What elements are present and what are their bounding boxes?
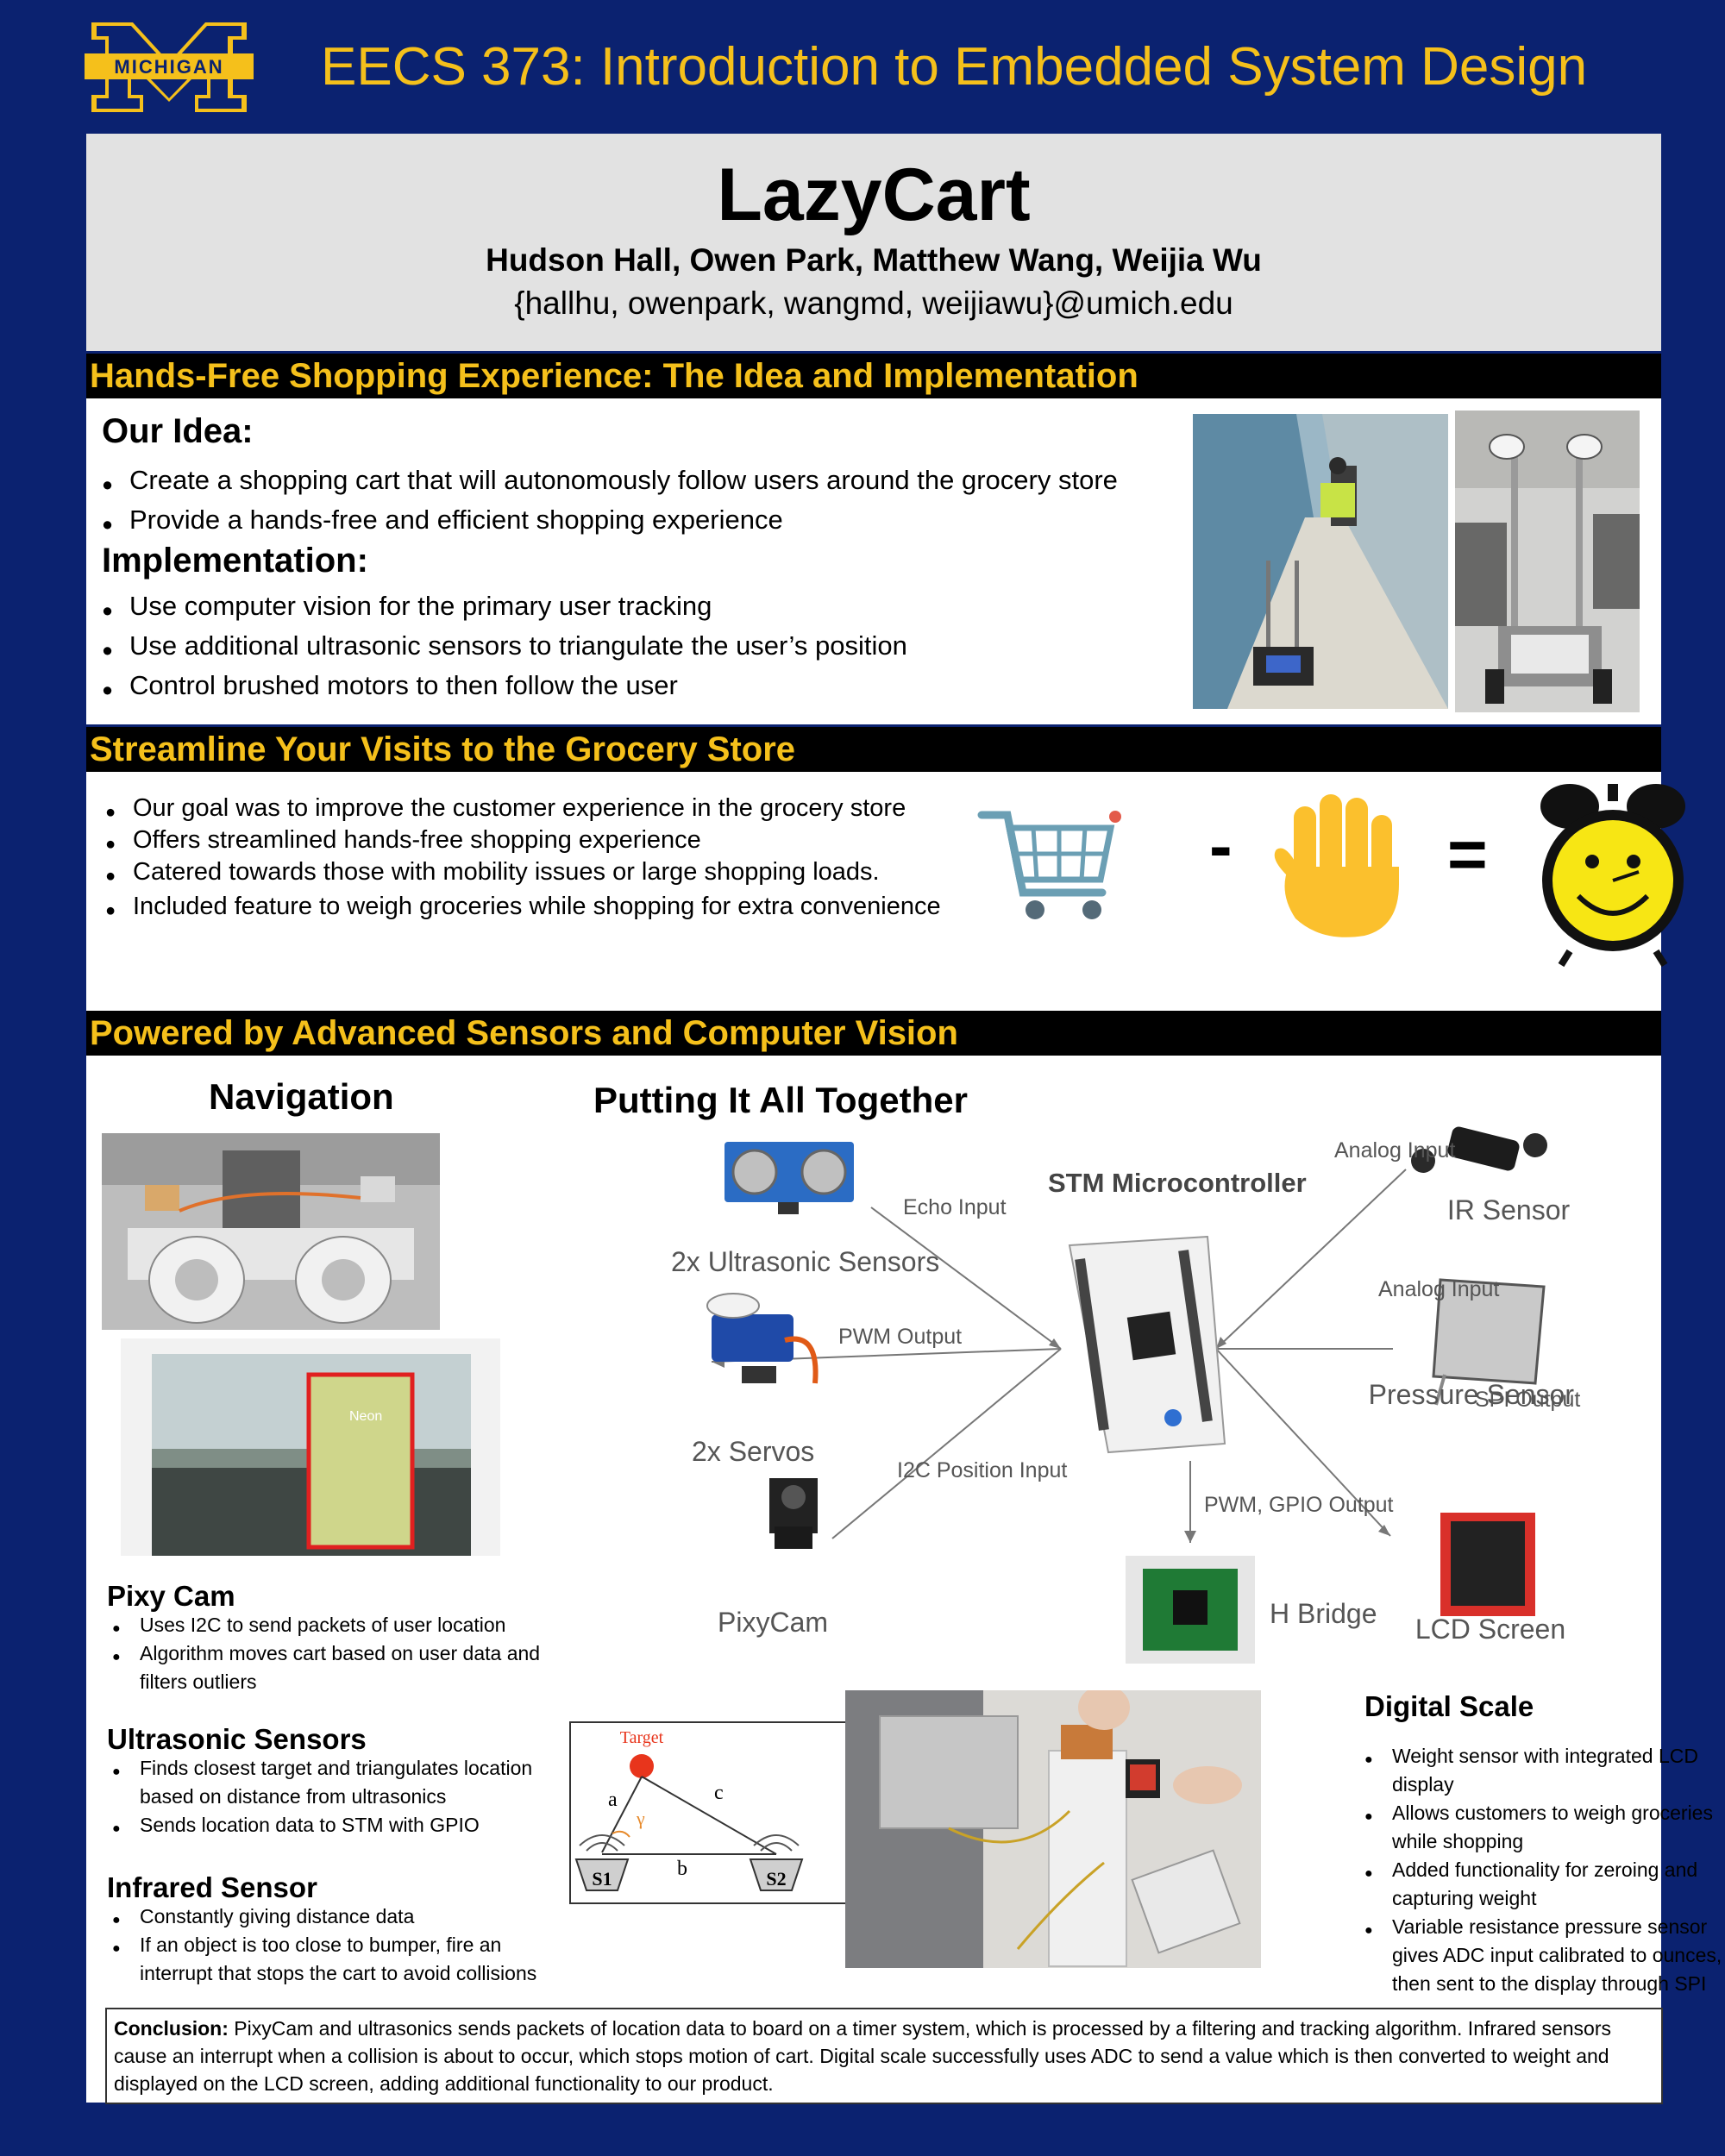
list-item: Create a shopping cart that will autonom… bbox=[102, 461, 1292, 505]
raised-hand-icon bbox=[1274, 794, 1399, 937]
lcd-label: LCD Screen bbox=[1415, 1614, 1565, 1645]
pressure-sensor-image bbox=[1432, 1278, 1546, 1406]
list-item: Included feature to weigh groceries whil… bbox=[105, 888, 994, 930]
list-item: Provide a hands-free and efficient shopp… bbox=[102, 500, 1292, 544]
list-item: Algorithm moves cart based on user data … bbox=[112, 1639, 578, 1696]
list-item: Use additional ultrasonic sensors to tri… bbox=[102, 626, 1223, 670]
analog-input-label-2: Analog Input bbox=[1378, 1277, 1499, 1301]
conclusion-label: Conclusion: bbox=[114, 2017, 229, 2040]
ir-label: IR Sensor bbox=[1447, 1194, 1571, 1225]
echo-input-label: Echo Input bbox=[903, 1195, 1007, 1219]
minus-sign: - bbox=[1209, 807, 1233, 884]
section1-panel: Our Idea: Create a shopping cart that wi… bbox=[86, 398, 1661, 724]
ir-sensor-image bbox=[1411, 1126, 1547, 1173]
title-box: LazyCart Hudson Hall, Owen Park, Matthew… bbox=[86, 134, 1661, 351]
analog-input-label-1: Analog Input bbox=[1334, 1138, 1455, 1163]
streamline-list: Our goal was to improve the customer exp… bbox=[105, 793, 994, 930]
authors: Hudson Hall, Owen Park, Matthew Wang, We… bbox=[486, 242, 1262, 278]
section3-panel: Navigation Neon Pixy Cam Uses I2C to sen… bbox=[86, 1056, 1722, 2104]
pixycam-list: Uses I2C to send packets of user locatio… bbox=[112, 1611, 578, 1696]
servo-image bbox=[706, 1293, 819, 1384]
shopping-cart-icon bbox=[977, 811, 1121, 919]
triangulation-diagram: Target a c b γ S1 S2 bbox=[569, 1721, 894, 1904]
list-item: Added functionality for zeroing and capt… bbox=[1364, 1856, 1725, 1913]
ultrasonic-list: Finds closest target and triangulates lo… bbox=[112, 1754, 578, 1843]
svg-text:MICHIGAN: MICHIGAN bbox=[114, 56, 223, 78]
list-item: Weight sensor with integrated LCD displa… bbox=[1364, 1742, 1725, 1799]
pwm-output-label: PWM Output bbox=[838, 1325, 962, 1349]
list-item: Control brushed motors to then follow th… bbox=[102, 666, 1223, 710]
smiley-alarm-clock-icon bbox=[1540, 784, 1685, 968]
bumper-sensors-photo bbox=[102, 1133, 440, 1330]
pixycam-label: PixyCam bbox=[718, 1607, 828, 1638]
list-item: Finds closest target and triangulates lo… bbox=[112, 1754, 578, 1811]
pixycam-image bbox=[769, 1478, 818, 1549]
list-item: Use computer vision for the primary user… bbox=[102, 586, 1223, 630]
list-item: Uses I2C to send packets of user locatio… bbox=[112, 1611, 578, 1643]
idea-list: Create a shopping cart that will autonom… bbox=[102, 461, 1292, 544]
list-item: Variable resistance pressure sensor give… bbox=[1364, 1913, 1725, 1998]
scale-list: Weight sensor with integrated LCD displa… bbox=[1364, 1742, 1725, 1998]
list-item: Allows customers to weigh groceries whil… bbox=[1364, 1799, 1725, 1856]
section2-heading: Streamline Your Visits to the Grocery St… bbox=[86, 727, 1661, 772]
michigan-logo: MICHIGAN bbox=[85, 22, 254, 112]
list-item: Sends location data to STM with GPIO bbox=[112, 1811, 578, 1843]
ultrasonic-label: 2x Ultrasonic Sensors bbox=[671, 1246, 939, 1277]
author-emails: {hallhu, owenpark, wangmd, weijiawu}@umi… bbox=[514, 285, 1233, 321]
svg-text:S1: S1 bbox=[592, 1868, 612, 1890]
poster-title: LazyCart bbox=[717, 154, 1031, 236]
svg-text:Neon: Neon bbox=[349, 1409, 382, 1424]
svg-text:c: c bbox=[714, 1782, 724, 1804]
hbridge-label: H Bridge bbox=[1270, 1598, 1377, 1629]
ultrasonic-heading: Ultrasonic Sensors bbox=[107, 1723, 367, 1755]
section3-heading: Powered by Advanced Sensors and Computer… bbox=[86, 1011, 1661, 1056]
cart-prototype-photo bbox=[1455, 411, 1640, 712]
implementation-heading: Implementation: bbox=[102, 542, 368, 580]
list-item: If an object is too close to bumper, fir… bbox=[112, 1931, 578, 1988]
svg-text:a: a bbox=[608, 1789, 618, 1811]
stm-board-image bbox=[1068, 1235, 1226, 1454]
h-bridge-image bbox=[1126, 1556, 1255, 1664]
infrared-heading: Infrared Sensor bbox=[107, 1871, 317, 1903]
i2c-input-label: I2C Position Input bbox=[897, 1458, 1067, 1482]
svg-text:S2: S2 bbox=[766, 1868, 786, 1890]
infrared-list: Constantly giving distance data If an ob… bbox=[112, 1902, 578, 1988]
implementation-list: Use computer vision for the primary user… bbox=[102, 586, 1223, 710]
system-diagram: STM Microcontroller 2x Ultrasonic Sensor… bbox=[671, 1126, 1580, 1664]
list-item: Our goal was to improve the customer exp… bbox=[105, 793, 994, 829]
pixycam-heading: Pixy Cam bbox=[107, 1580, 235, 1612]
list-item: Offers streamlined hands-free shopping e… bbox=[105, 824, 994, 861]
ultrasonic-sensor-image bbox=[724, 1142, 854, 1214]
mcu-label: STM Microcontroller bbox=[1048, 1168, 1307, 1198]
spi-output-label: SPI Output bbox=[1475, 1388, 1580, 1412]
hallway-cart-photo bbox=[1193, 414, 1448, 709]
pixycam-tracking-screenshot: Neon bbox=[121, 1338, 500, 1556]
list-item: Constantly giving distance data bbox=[112, 1902, 578, 1934]
servos-label: 2x Servos bbox=[692, 1436, 814, 1467]
section2-panel: Our goal was to improve the customer exp… bbox=[86, 772, 1685, 1012]
navigation-heading: Navigation bbox=[209, 1076, 394, 1117]
section1-heading: Hands-Free Shopping Experience: The Idea… bbox=[86, 354, 1661, 398]
list-item: Catered towards those with mobility issu… bbox=[105, 856, 994, 893]
idea-heading: Our Idea: bbox=[102, 412, 254, 450]
svg-text:Target: Target bbox=[620, 1728, 664, 1747]
conclusion-text: PixyCam and ultrasonics sends packets of… bbox=[114, 2017, 1611, 2095]
scale-heading: Digital Scale bbox=[1364, 1690, 1534, 1722]
svg-text:b: b bbox=[677, 1858, 687, 1880]
equals-sign: = bbox=[1447, 816, 1488, 893]
digital-scale-photo bbox=[845, 1690, 1261, 1968]
conclusion-box: Conclusion: PixyCam and ultrasonics send… bbox=[105, 2008, 1663, 2104]
pressure-label: Pressure Sensor bbox=[1369, 1379, 1575, 1410]
diagram-heading: Putting It All Together bbox=[593, 1080, 968, 1120]
pwm-gpio-label: PWM, GPIO Output bbox=[1204, 1493, 1394, 1517]
svg-text:γ: γ bbox=[636, 1808, 645, 1829]
course-title: EECS 373: Introduction to Embedded Syste… bbox=[321, 37, 1588, 97]
lcd-screen-image bbox=[1440, 1513, 1535, 1616]
